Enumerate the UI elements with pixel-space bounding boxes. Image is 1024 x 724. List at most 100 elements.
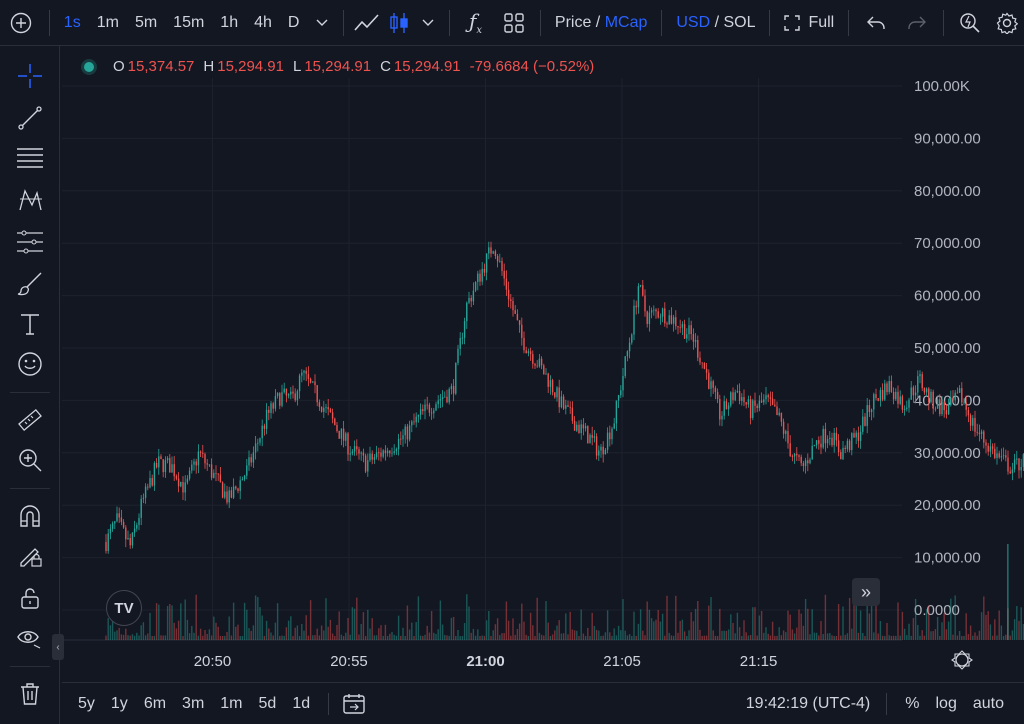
y-tick-label: 20,000.00 <box>914 497 981 514</box>
candle-body <box>195 461 197 466</box>
volume-bar <box>175 628 178 640</box>
volume-bar <box>549 635 552 640</box>
measure-ruler-icon[interactable] <box>14 404 46 436</box>
text-tool-icon[interactable] <box>14 308 46 340</box>
volume-bar <box>884 635 886 640</box>
candle-body <box>510 299 512 301</box>
brush-icon[interactable] <box>14 268 46 300</box>
interval-15m-button[interactable]: 15m <box>173 13 205 31</box>
tradingview-logo[interactable]: TV <box>106 590 142 626</box>
line-chart-icon[interactable] <box>350 0 385 46</box>
range-1y-button[interactable]: 1y <box>110 694 128 712</box>
percent-toggle[interactable]: % <box>905 695 920 712</box>
clock[interactable]: 19:42:19 (UTC-4) <box>745 695 871 712</box>
chart-type-chevron-down-icon[interactable] <box>414 0 443 46</box>
candle-body <box>796 453 798 456</box>
fib-retracement-icon[interactable] <box>14 226 46 258</box>
interval-dropdown-chevron-down-icon[interactable] <box>307 0 336 46</box>
interval-5m-button[interactable]: 5m <box>134 13 158 31</box>
range-5y-button[interactable]: 5y <box>78 694 95 712</box>
go-to-date-calendar-icon[interactable] <box>339 683 369 724</box>
candle-body <box>191 464 193 471</box>
unlock-icon[interactable] <box>14 582 46 614</box>
lock-drawing-pencil-icon[interactable] <box>14 540 46 572</box>
volume-bar <box>334 635 336 640</box>
pattern-tool-icon[interactable] <box>14 184 46 216</box>
candle-body <box>452 386 455 394</box>
auto-toggle[interactable]: auto <box>972 695 1004 712</box>
range-1m-button[interactable]: 1m <box>220 694 243 712</box>
candle-body <box>884 383 886 400</box>
magnet-icon[interactable] <box>14 500 46 532</box>
range-1d-button[interactable]: 1d <box>292 694 311 712</box>
range-3m-button[interactable]: 3m <box>182 694 205 712</box>
trash-icon[interactable] <box>14 678 46 710</box>
scroll-to-realtime-button[interactable]: » <box>852 578 880 606</box>
volume-bar <box>318 635 321 640</box>
candle-body <box>472 290 475 302</box>
candle-body <box>1002 455 1005 457</box>
volume-bar <box>697 601 699 640</box>
volume-bar <box>349 634 351 640</box>
trend-line-icon[interactable] <box>14 102 46 134</box>
crosshair-icon[interactable] <box>14 60 46 92</box>
volume-bar <box>360 624 362 640</box>
candle-body <box>347 433 349 455</box>
settings-gear-icon[interactable] <box>991 0 1024 46</box>
volume-bar <box>224 635 226 640</box>
volume-bar <box>426 625 428 640</box>
interval-4h-button[interactable]: 4h <box>254 13 272 31</box>
price-chart[interactable]: 100.00K 90,000.00 80,000.00 70,000.00 60,000… <box>62 48 1024 680</box>
volume-bar <box>584 635 587 640</box>
candle-body <box>840 452 842 460</box>
volume-bar <box>972 635 974 640</box>
volume-bar <box>639 609 642 640</box>
interval-D-button[interactable]: D <box>287 13 300 31</box>
volume-bar <box>672 635 675 640</box>
range-6m-button[interactable]: 6m <box>143 694 167 712</box>
log-toggle[interactable]: log <box>935 695 957 712</box>
range-5d-button[interactable]: 5d <box>258 694 277 712</box>
interval-1m-button[interactable]: 1m <box>96 13 119 31</box>
fullscreen-button[interactable]: Full <box>776 0 842 46</box>
currency-toggle[interactable]: USD / SOL <box>668 0 763 46</box>
volume-bar <box>804 598 807 640</box>
axis-settings-gear-icon[interactable] <box>955 653 969 667</box>
candle-body <box>193 461 195 465</box>
candle-body <box>507 289 510 300</box>
volume-bar <box>274 622 277 640</box>
volume-bar <box>327 626 329 640</box>
volume-bar <box>384 624 387 640</box>
emoji-icon[interactable] <box>14 348 46 380</box>
collapse-toolbar-handle[interactable]: ‹ <box>52 634 64 660</box>
visibility-eye-icon[interactable] <box>14 622 46 654</box>
zoom-in-icon[interactable] <box>14 444 46 476</box>
candle-body <box>496 256 499 262</box>
layout-grid-icon[interactable] <box>495 0 534 46</box>
candle-body <box>730 392 732 406</box>
interval-1s-button[interactable]: 1s <box>63 13 81 31</box>
candle-body <box>268 409 270 413</box>
quick-search-icon[interactable] <box>950 0 991 46</box>
candle-body <box>232 486 235 498</box>
candle-body <box>587 426 589 444</box>
add-symbol-icon[interactable] <box>0 0 43 46</box>
interval-1h-button[interactable]: 1h <box>220 13 239 31</box>
y-tick-label: 80,000.00 <box>914 183 981 200</box>
candle-body <box>525 350 527 354</box>
price-mcap-toggle[interactable]: Price / MCap <box>547 0 655 46</box>
volume-bar <box>138 635 140 640</box>
redo-icon[interactable] <box>896 0 937 46</box>
horizontal-lines-icon[interactable] <box>14 142 46 174</box>
volume-bar <box>177 620 180 640</box>
candle-body <box>741 397 743 401</box>
volume-bar <box>402 627 404 640</box>
volume-bar <box>136 632 138 640</box>
indicators-fx-icon[interactable]: ƒx <box>468 9 483 36</box>
undo-icon[interactable] <box>855 0 896 46</box>
candle-body <box>153 463 156 486</box>
chart-area[interactable]: 100.00K 90,000.00 80,000.00 70,000.00 60,000… <box>62 48 1024 680</box>
toolbar-divider <box>449 9 451 36</box>
volume-bar <box>428 632 431 640</box>
candlestick-chart-icon[interactable] <box>385 0 414 46</box>
